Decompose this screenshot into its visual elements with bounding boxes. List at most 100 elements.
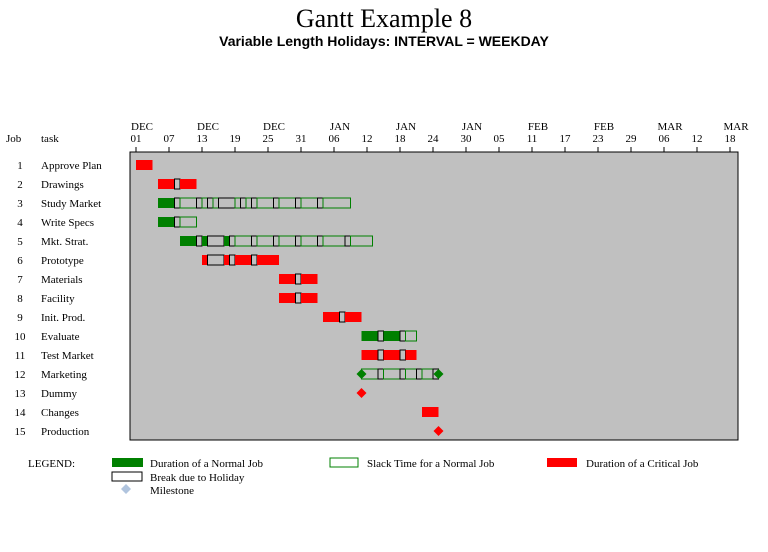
- bar-critical-duration: [279, 274, 296, 284]
- bar-holiday-break: [174, 216, 181, 228]
- job-task-label: Prototype: [41, 255, 84, 267]
- legend-swatch-slack: [329, 457, 359, 468]
- job-number: 15: [15, 426, 27, 438]
- bar-critical-duration: [422, 407, 439, 417]
- job-number: 14: [15, 407, 27, 419]
- legend-label-normal: Duration of a Normal Job: [150, 458, 264, 470]
- axis-tick-label-day: 12: [362, 133, 373, 145]
- axis-tick-label-month: MAR: [657, 121, 683, 133]
- bar-holiday-break: [344, 235, 351, 247]
- axis-tick-label-month: JAN: [396, 121, 416, 133]
- bar-slack-time: [300, 197, 318, 209]
- bar-slack-time: [383, 368, 401, 380]
- bar-critical-duration: [301, 274, 318, 284]
- bar-critical-duration: [235, 255, 252, 265]
- bar-holiday-break: [295, 235, 302, 247]
- bar-slack-time: [278, 197, 296, 209]
- job-task-label: Facility: [41, 293, 75, 305]
- job-task-label: Approve Plan: [41, 160, 102, 172]
- job-number: 4: [17, 217, 23, 229]
- axis-tick-label-day: 06: [329, 133, 341, 145]
- job-task-label: Marketing: [41, 369, 87, 381]
- axis-tick-label-month: MAR: [723, 121, 749, 133]
- job-number: 10: [15, 331, 27, 343]
- bar-holiday-break: [207, 254, 225, 266]
- milestone-critical: [433, 426, 444, 436]
- bar-normal-duration: [383, 331, 400, 341]
- bar-slack-time: [234, 197, 241, 209]
- axis-tick-label-day: 19: [230, 133, 242, 145]
- axis-tick-label-month: DEC: [197, 121, 219, 133]
- axis-tick-label-month: FEB: [594, 121, 614, 133]
- axis-tick-label-day: 13: [197, 133, 209, 145]
- bar-holiday-break: [240, 197, 247, 209]
- bar-holiday-break: [339, 311, 346, 323]
- job-number: 1: [17, 160, 23, 172]
- axis-tick-label-day: 07: [164, 133, 176, 145]
- bar-slack-time: [421, 368, 434, 380]
- bar-critical-duration: [180, 179, 197, 189]
- bar-holiday-break: [399, 330, 406, 342]
- bar-critical-duration: [345, 312, 362, 322]
- bar-holiday-break: [317, 235, 324, 247]
- job-column-header: Job: [6, 133, 22, 145]
- bar-normal-duration: [361, 331, 378, 341]
- axis-tick-label-day: 18: [395, 133, 407, 145]
- job-rows: 1 Approve Plan 2 Drawings 3 Study Market 4 Writ…: [15, 160, 103, 438]
- bar-holiday-break: [251, 197, 258, 209]
- bar-holiday-break: [207, 197, 214, 209]
- bar-critical-duration: [405, 350, 417, 360]
- bar-holiday-break: [399, 368, 406, 380]
- job-number: 6: [17, 255, 23, 267]
- axis-tick-label-day: 30: [461, 133, 473, 145]
- axis-tick-label-day: 17: [560, 133, 572, 145]
- bar-holiday-break: [273, 235, 280, 247]
- bar-critical-duration: [202, 255, 208, 265]
- job-task-label: Dummy: [41, 388, 78, 400]
- legend-swatch-normal: [112, 458, 143, 467]
- bar-holiday-break: [377, 330, 384, 342]
- bar-slack-time: [212, 197, 219, 209]
- chart-title: Gantt Example 8: [296, 4, 472, 33]
- axis-tick-label-month: DEC: [131, 121, 153, 133]
- axis-tick-label-month: JAN: [462, 121, 482, 133]
- job-number: 2: [17, 179, 23, 191]
- job-task-label: Evaluate: [41, 331, 80, 343]
- bar-normal-duration: [158, 198, 175, 208]
- bar-critical-duration: [361, 350, 378, 360]
- legend-label-slack: Slack Time for a Normal Job: [367, 458, 495, 470]
- milestone-normal: [356, 369, 367, 379]
- bar-slack-time: [300, 235, 318, 247]
- job-number: 8: [17, 293, 23, 305]
- bar-holiday-break: [229, 235, 236, 247]
- job-number: 9: [17, 312, 23, 324]
- legend: LEGEND: Duration of a Normal Job Slack T…: [28, 457, 699, 497]
- axis-tick-label-day: 11: [527, 133, 538, 145]
- job-number: 13: [15, 388, 27, 400]
- bar-holiday-break: [251, 254, 258, 266]
- axis-tick-label-day: 06: [659, 133, 671, 145]
- job-task-label: Production: [41, 426, 90, 438]
- bar-slack-time: [322, 197, 351, 209]
- bar-slack-time: [179, 216, 197, 228]
- axis-tick-label-day: 12: [692, 133, 703, 145]
- bar-holiday-break: [218, 197, 236, 209]
- bar-critical-duration: [323, 312, 340, 322]
- axis-tick-label-day: 24: [428, 133, 440, 145]
- job-task-label: Changes: [41, 407, 79, 419]
- job-number: 11: [15, 350, 26, 362]
- bar-holiday-break: [295, 197, 302, 209]
- legend-swatch-holiday: [111, 471, 143, 482]
- bar-holiday-break: [295, 273, 302, 285]
- bar-holiday-break: [377, 349, 384, 361]
- job-task-label: Materials: [41, 274, 83, 286]
- job-number: 7: [17, 274, 23, 286]
- bar-slack-time: [322, 235, 346, 247]
- bar-holiday-break: [399, 349, 406, 361]
- job-bars: [136, 160, 444, 436]
- bar-slack-time: [256, 197, 274, 209]
- bar-slack-time: [245, 197, 252, 209]
- bar-holiday-break: [229, 254, 236, 266]
- bar-slack-time: [256, 235, 274, 247]
